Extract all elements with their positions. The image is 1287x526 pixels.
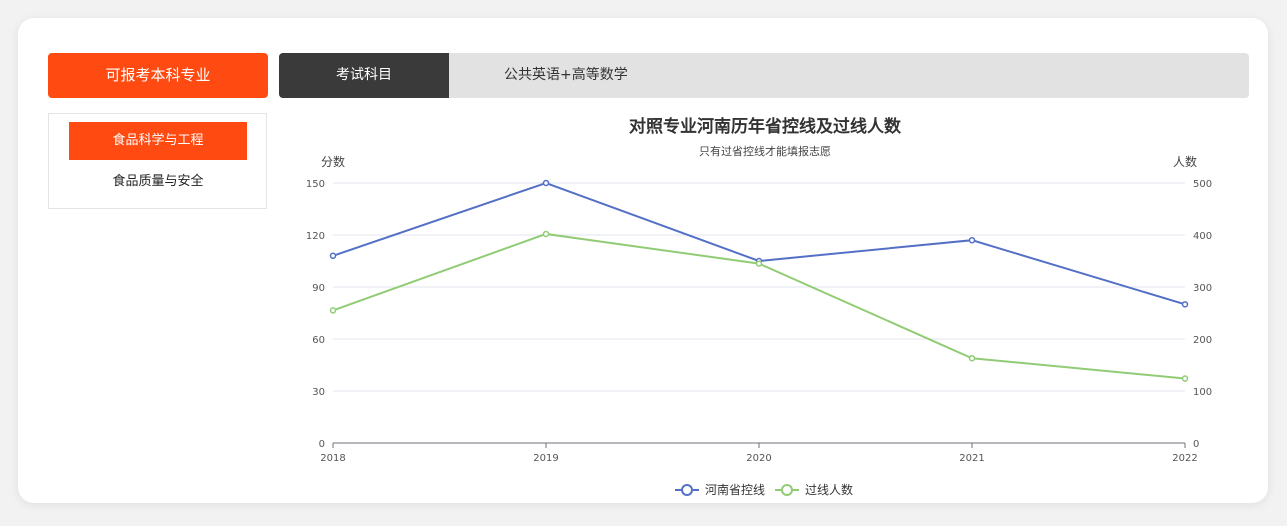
series-line-passed [332,232,1186,380]
x-tick-label: 2022 [1172,453,1197,464]
data-point [542,230,550,238]
x-tick-label: 2019 [533,453,558,464]
left-axis-label: 分数 [321,154,345,169]
x-tick-label: 2021 [959,453,984,464]
chart-title: 对照专业河南历年省控线及过线人数 [629,116,902,137]
y-right-tick-label: 300 [1193,283,1212,294]
legend-swatch-marker [781,484,793,496]
subject-label: 考试科目 [279,53,449,98]
subject-bar: 考试科目 公共英语+高等数学 [279,53,1249,98]
y-right-tick-label: 400 [1193,231,1212,242]
chart-subtitle: 只有过省控线才能填报志愿 [699,144,831,158]
data-point [329,307,337,314]
y-right-tick-label: 100 [1193,387,1212,398]
data-point [1181,301,1189,308]
legend-label: 河南省控线 [705,482,765,497]
data-point [1181,375,1189,382]
y-left-tick-label: 90 [312,283,325,294]
y-left-tick-label: 120 [306,231,325,242]
y-right-tick-label: 0 [1193,439,1199,450]
legend-swatch-marker [681,484,693,496]
legend-label: 过线人数 [805,482,853,497]
data-point [542,179,550,187]
major-item-food-science[interactable]: 食品科学与工程 [69,122,247,160]
data-point [329,252,337,260]
x-tick-label: 2020 [746,453,771,464]
major-list: 食品科学与工程 食品质量与安全 [48,113,267,209]
subject-value: 公共英语+高等数学 [504,67,628,83]
y-right-tick-label: 500 [1193,179,1212,190]
y-left-tick-label: 150 [306,179,325,190]
majors-header: 可报考本科专业 [48,53,268,98]
data-point [755,260,763,267]
y-right-tick-label: 200 [1193,335,1212,346]
major-item-food-quality[interactable]: 食品质量与安全 [112,174,204,189]
right-axis-label: 人数 [1173,154,1197,169]
content-card [18,18,1268,503]
y-left-tick-label: 0 [319,439,325,450]
series-line-control [332,181,1186,306]
y-left-tick-label: 30 [312,387,325,398]
y-left-tick-label: 60 [312,335,325,346]
data-point [968,354,976,362]
x-tick-label: 2018 [320,453,345,464]
data-point [968,236,976,244]
